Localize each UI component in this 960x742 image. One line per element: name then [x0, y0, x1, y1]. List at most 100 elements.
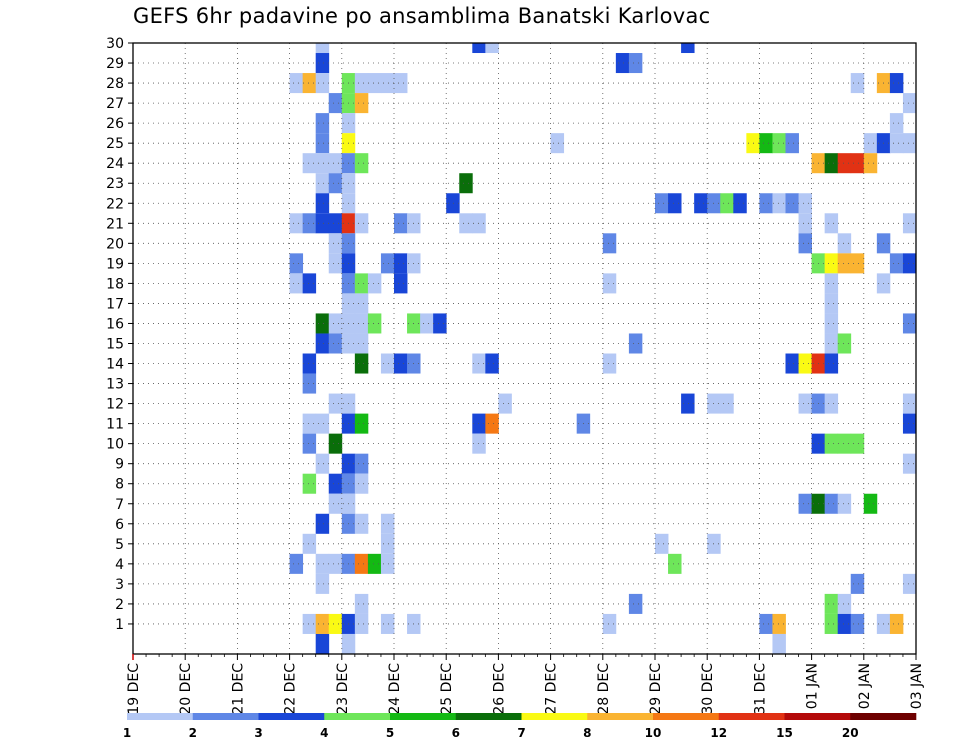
heatmap-cell: [380, 613, 395, 634]
heatmap-cell: [837, 493, 852, 514]
y-tick-label: 13: [106, 377, 124, 393]
heatmap-cell: [394, 353, 408, 374]
y-tick-label: 19: [106, 256, 124, 272]
legend-swatch: [850, 713, 917, 720]
heatmap-cell: [328, 253, 343, 274]
heatmap-cell: [380, 533, 395, 554]
heatmap-cell: [328, 433, 343, 454]
heatmap-cell: [602, 233, 617, 254]
heatmap-cell: [759, 133, 773, 154]
heatmap-cell: [863, 493, 878, 514]
legend-label: 15: [776, 726, 793, 740]
heatmap-cell: [472, 433, 486, 454]
heatmap-cell: [367, 73, 382, 94]
heatmap-cell: [315, 413, 330, 434]
heatmap-cell: [394, 273, 408, 294]
legend-swatch: [455, 713, 522, 720]
heatmap-cell: [485, 413, 499, 434]
x-tick-label: 02 JAN: [857, 663, 873, 709]
heatmap-cell: [837, 613, 852, 634]
heatmap-cell: [302, 613, 317, 634]
heatmap-cell: [472, 213, 486, 234]
heatmap-cell: [354, 293, 369, 314]
heatmap-cell: [302, 153, 317, 174]
heatmap-cell: [315, 153, 330, 174]
heatmap-cell: [850, 253, 865, 274]
y-tick-label: 1: [115, 617, 124, 633]
heatmap-cell: [889, 113, 904, 134]
heatmap-cell: [850, 433, 865, 454]
heatmap-cell: [354, 513, 369, 534]
legend-label: 5: [386, 726, 394, 740]
heatmap-cell: [328, 493, 343, 514]
heatmap-cell: [889, 73, 904, 94]
y-tick-label: 18: [106, 276, 124, 292]
heatmap-cell: [315, 53, 330, 74]
heatmap-cell: [824, 433, 839, 454]
heatmap-cell: [602, 613, 617, 634]
heatmap-cell: [289, 213, 304, 234]
heatmap-cell: [472, 43, 486, 54]
heatmap-cell: [485, 43, 499, 54]
heatmap-cell: [615, 53, 630, 74]
heatmap-cell: [315, 73, 330, 94]
y-tick-label: 20: [106, 236, 124, 252]
heatmap-cell: [446, 193, 460, 214]
heatmap-cell: [328, 613, 343, 634]
heatmap-cell: [328, 153, 343, 174]
heatmap-cell: [485, 353, 499, 374]
heatmap-cell: [772, 613, 786, 634]
legend-swatch: [390, 713, 457, 720]
y-tick-label: 4: [115, 557, 124, 573]
heatmap-cell: [824, 593, 839, 614]
heatmap-cell: [459, 173, 473, 194]
chart-title: GEFS 6hr padavine po ansamblima Banatski…: [133, 4, 711, 28]
heatmap-cell: [824, 273, 839, 294]
heatmap-cell: [302, 353, 317, 374]
heatmap-cell: [472, 413, 486, 434]
heatmap-cell: [772, 133, 786, 154]
legend-label: 10: [645, 726, 662, 740]
x-tick-label: 26 DEC: [491, 663, 507, 715]
x-tick-label: 24 DEC: [387, 663, 403, 715]
y-tick-label: 6: [115, 517, 124, 533]
heatmap-cell: [720, 393, 734, 414]
heatmap-cell: [289, 253, 304, 274]
y-tick-label: 29: [106, 56, 124, 72]
heatmap-cell: [824, 353, 839, 374]
x-tick-label: 21 DEC: [230, 663, 246, 715]
heatmap-cell: [354, 613, 369, 634]
color-legend: 1 2 3 4 5 6 7 8 10 12 15 20: [123, 713, 917, 740]
heatmap-cell: [902, 453, 917, 474]
heatmap-cell: [498, 393, 512, 414]
heatmap-cell: [354, 213, 369, 234]
heatmap-cell: [315, 43, 330, 54]
x-tick-label: 29 DEC: [648, 663, 664, 715]
heatmap-cell: [394, 253, 408, 274]
heatmap-cell: [315, 333, 330, 354]
heatmap-cell: [628, 593, 643, 614]
heatmap-cell: [380, 73, 395, 94]
heatmap-cell: [785, 353, 799, 374]
heatmap-cell: [315, 573, 330, 594]
heatmap-cell: [328, 93, 343, 114]
heatmap-cell: [328, 473, 343, 494]
heatmap-cell: [328, 553, 343, 574]
y-tick-label: 26: [106, 116, 124, 132]
heatmap-cell: [354, 313, 369, 334]
heatmap-cell: [394, 73, 408, 94]
heatmap-cell: [354, 73, 369, 94]
legend-label: 3: [254, 726, 262, 740]
heatmap-cell: [328, 333, 343, 354]
y-tick-label: 30: [106, 36, 124, 52]
heatmap-cell: [315, 173, 330, 194]
heatmap-cell: [681, 43, 695, 54]
heatmap-cell: [315, 453, 330, 474]
legend-swatch: [127, 713, 194, 720]
heatmap-cell: [315, 613, 330, 634]
heatmap-cell: [798, 393, 812, 414]
x-tick-label: 27 DEC: [544, 663, 560, 715]
heatmap-cell: [354, 153, 369, 174]
x-tick-label: 30 DEC: [700, 663, 716, 715]
